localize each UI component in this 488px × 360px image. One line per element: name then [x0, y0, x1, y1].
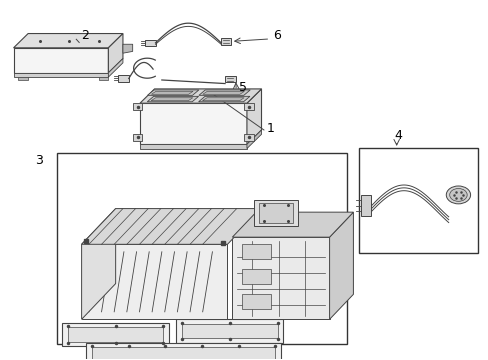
Text: 3: 3	[35, 154, 43, 167]
Polygon shape	[81, 208, 116, 319]
Bar	[358, 148, 477, 253]
Polygon shape	[242, 269, 271, 284]
Text: 2: 2	[81, 29, 89, 42]
Polygon shape	[329, 212, 353, 319]
Polygon shape	[151, 98, 192, 101]
Circle shape	[446, 186, 469, 204]
Polygon shape	[118, 75, 128, 82]
Polygon shape	[62, 323, 169, 346]
Polygon shape	[140, 103, 246, 144]
Polygon shape	[198, 96, 249, 102]
Polygon shape	[202, 98, 244, 101]
Polygon shape	[176, 319, 283, 342]
Polygon shape	[144, 40, 155, 46]
Polygon shape	[203, 91, 244, 94]
Text: 5: 5	[238, 81, 246, 94]
Polygon shape	[242, 294, 271, 309]
Polygon shape	[108, 59, 122, 77]
Text: 4: 4	[393, 129, 401, 142]
Polygon shape	[14, 33, 122, 48]
Polygon shape	[99, 77, 108, 80]
Polygon shape	[132, 103, 142, 111]
Polygon shape	[147, 96, 198, 102]
Polygon shape	[151, 91, 193, 94]
Polygon shape	[92, 347, 275, 360]
Polygon shape	[199, 90, 250, 95]
Polygon shape	[221, 38, 230, 45]
Polygon shape	[14, 48, 108, 73]
Polygon shape	[140, 89, 261, 103]
Polygon shape	[140, 144, 246, 149]
Polygon shape	[108, 33, 122, 73]
Polygon shape	[81, 244, 227, 319]
Polygon shape	[246, 89, 261, 144]
Polygon shape	[132, 134, 142, 141]
Polygon shape	[224, 76, 235, 82]
Polygon shape	[14, 73, 108, 77]
Polygon shape	[122, 44, 132, 53]
Bar	[57, 153, 346, 344]
Polygon shape	[259, 203, 292, 223]
Polygon shape	[246, 130, 261, 149]
Polygon shape	[361, 195, 370, 216]
Polygon shape	[81, 208, 261, 244]
Circle shape	[449, 189, 466, 201]
Polygon shape	[232, 212, 353, 237]
Polygon shape	[232, 237, 329, 319]
Polygon shape	[254, 200, 297, 226]
Polygon shape	[242, 244, 271, 258]
Polygon shape	[147, 90, 199, 95]
Polygon shape	[19, 77, 28, 80]
Polygon shape	[182, 324, 277, 338]
Polygon shape	[244, 103, 254, 111]
Polygon shape	[68, 327, 163, 342]
Polygon shape	[86, 342, 281, 360]
Text: 1: 1	[266, 122, 274, 135]
Polygon shape	[244, 134, 254, 141]
Text: 6: 6	[272, 29, 280, 42]
